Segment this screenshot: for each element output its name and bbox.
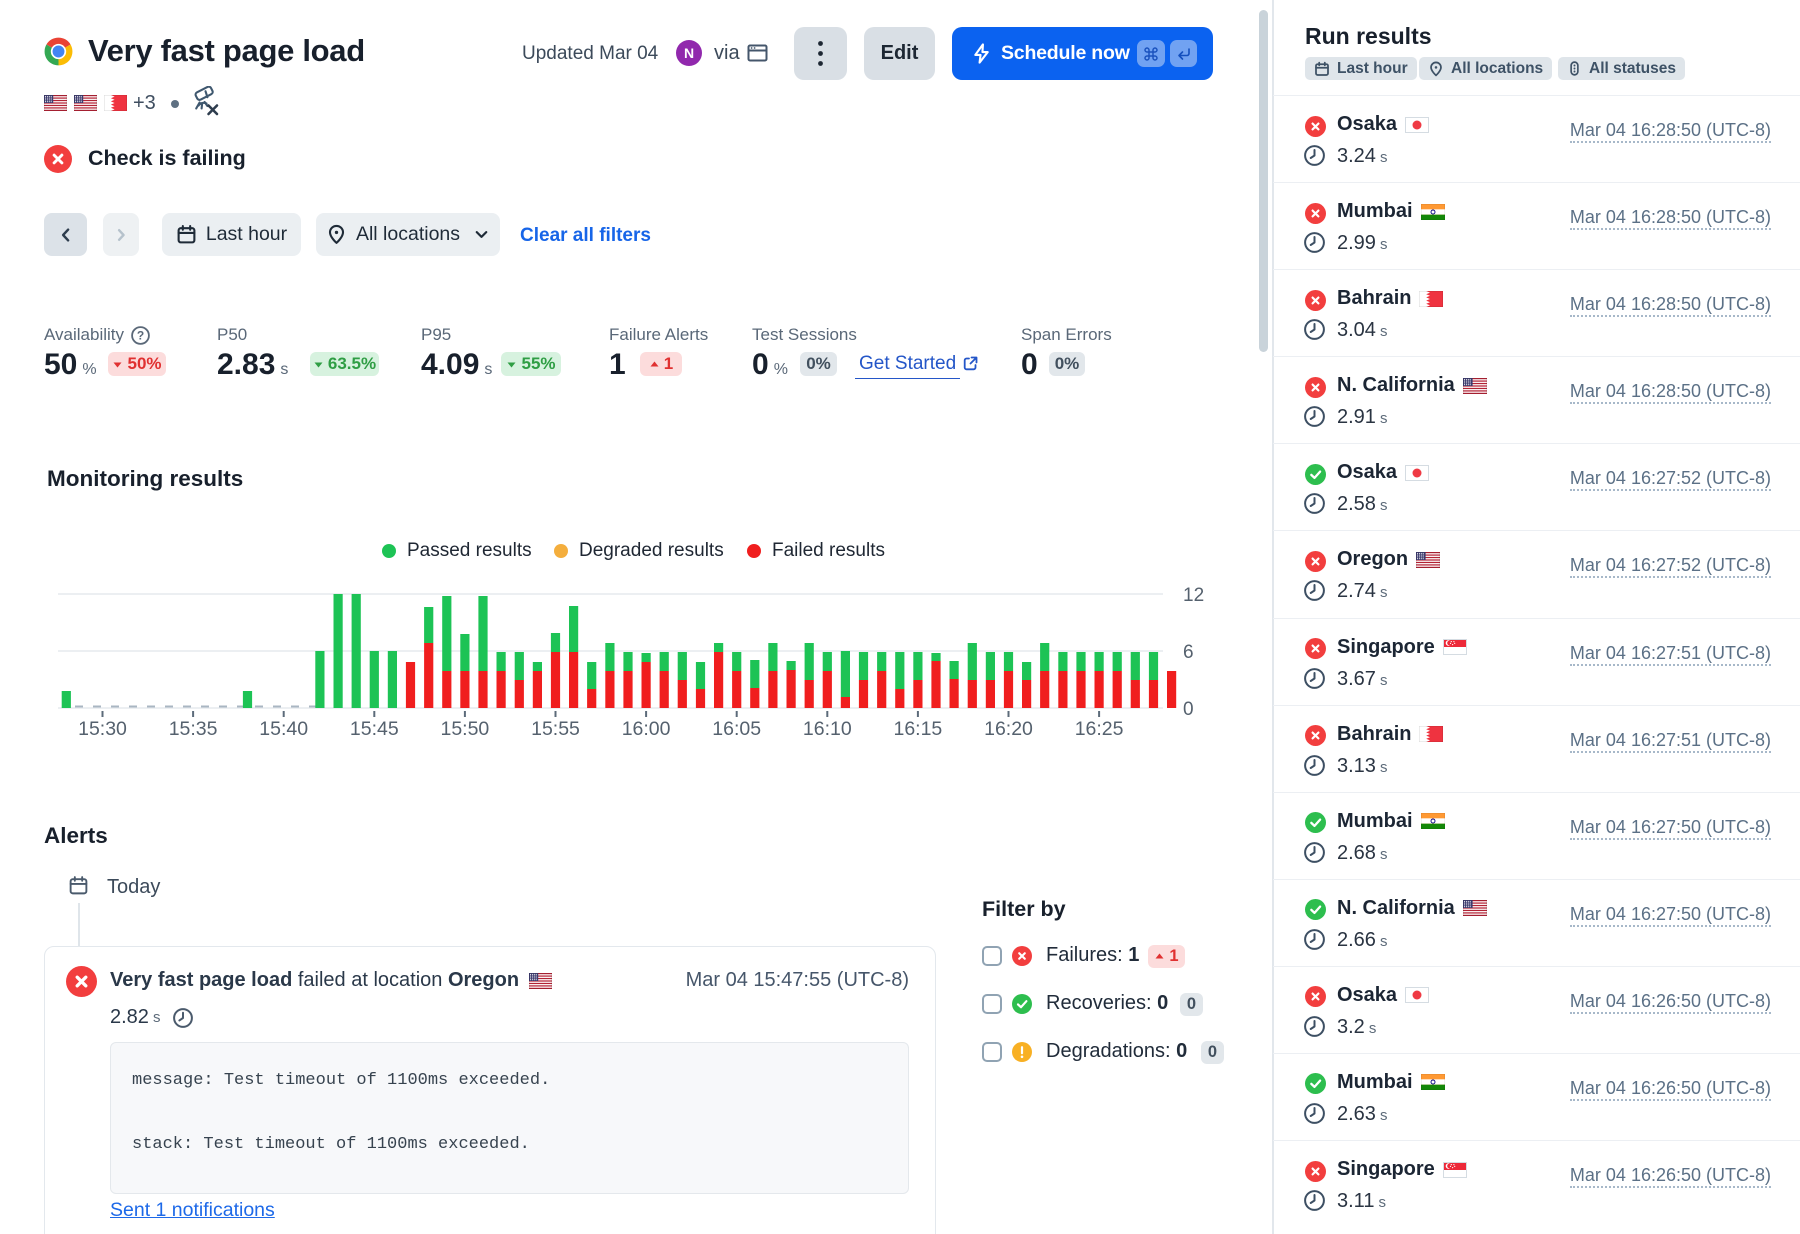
svg-text:16:05: 16:05	[712, 718, 761, 740]
svg-text:16:10: 16:10	[803, 718, 852, 740]
svg-text:15:45: 15:45	[350, 718, 399, 740]
svg-text:16:20: 16:20	[984, 718, 1033, 740]
svg-text:16:15: 16:15	[893, 718, 942, 740]
svg-text:15:40: 15:40	[259, 718, 308, 740]
svg-text:6: 6	[1183, 642, 1194, 663]
svg-text:0: 0	[1183, 699, 1194, 720]
svg-text:12: 12	[1183, 585, 1204, 606]
svg-text:15:55: 15:55	[531, 718, 580, 740]
svg-text:16:25: 16:25	[1075, 718, 1124, 740]
svg-text:15:35: 15:35	[169, 718, 218, 740]
svg-text:15:50: 15:50	[440, 718, 489, 740]
svg-text:16:00: 16:00	[622, 718, 671, 740]
svg-text:15:30: 15:30	[78, 718, 127, 740]
svg-text:?: ?	[137, 328, 144, 342]
